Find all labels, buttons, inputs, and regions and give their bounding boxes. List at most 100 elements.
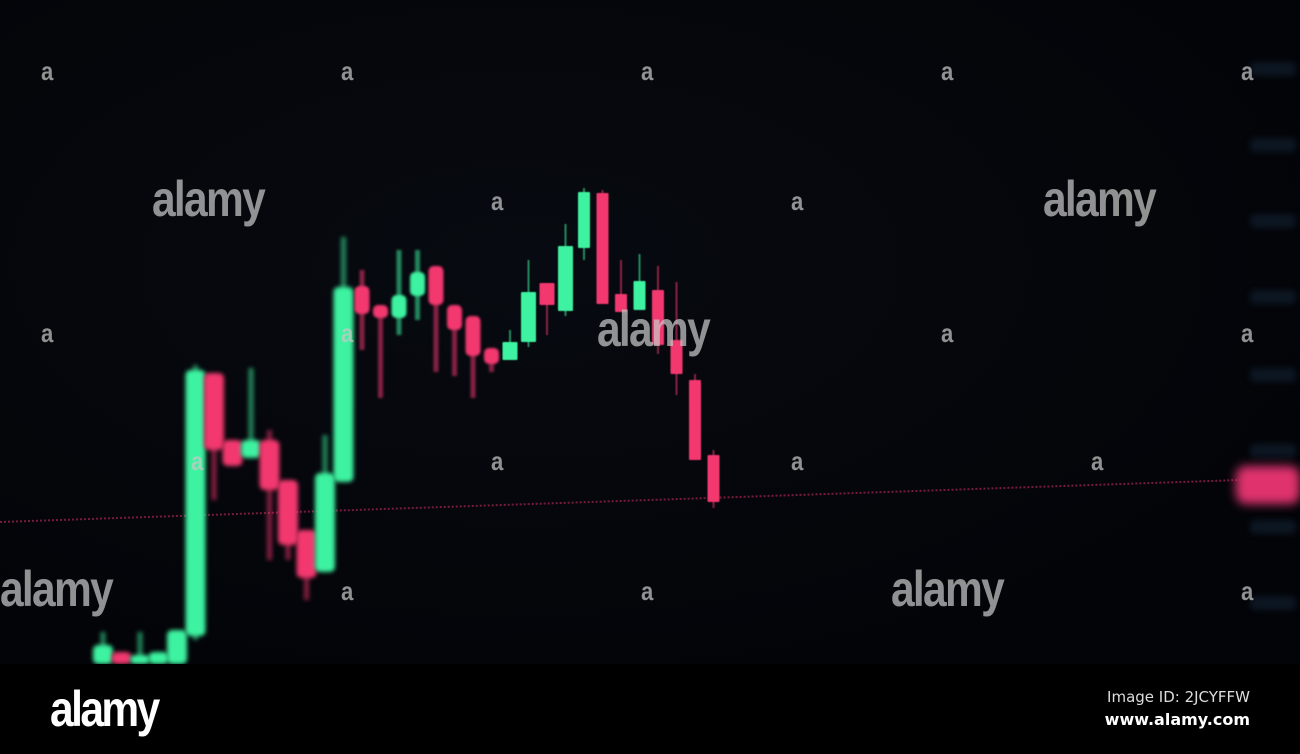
price-line <box>0 479 1241 523</box>
price-axis-label <box>1250 368 1296 382</box>
candle-body-down <box>447 305 462 330</box>
candle-body-down <box>615 294 627 312</box>
price-axis-label <box>1250 214 1296 228</box>
candle <box>315 435 335 572</box>
candle <box>670 282 683 395</box>
candle <box>204 373 224 500</box>
watermark-letter: a <box>1241 318 1253 348</box>
candle-body-down <box>707 455 720 502</box>
candle <box>373 305 388 398</box>
candle-body-up <box>148 652 169 664</box>
candle <box>465 316 481 398</box>
candle <box>333 237 354 482</box>
candle-body-down <box>484 348 499 364</box>
watermark-letter: a <box>791 186 803 216</box>
candle-body-down <box>596 193 609 304</box>
candle <box>278 480 298 560</box>
price-axis-label <box>1250 138 1296 152</box>
candle <box>111 652 132 664</box>
candle <box>391 250 407 335</box>
candle-body-down <box>354 286 370 314</box>
watermark-letter: a <box>491 186 503 216</box>
candle <box>259 430 280 560</box>
candle-body-down <box>204 373 224 450</box>
candle-body-down <box>259 440 280 490</box>
watermark-letter: a <box>41 318 53 348</box>
watermark-letter: a <box>341 576 353 606</box>
candle <box>296 530 317 600</box>
watermark: alamy <box>152 171 266 227</box>
candle-body-up <box>578 192 590 248</box>
candle <box>615 260 627 312</box>
candle-body-down <box>670 340 683 374</box>
candle-body-up <box>502 342 518 360</box>
candle-body-up <box>93 645 113 664</box>
watermark-letter: a <box>1241 576 1253 606</box>
watermark: alamy <box>0 561 114 617</box>
watermark: alamy <box>891 561 1005 617</box>
candle <box>241 368 261 458</box>
candle <box>354 270 370 350</box>
candle <box>222 440 243 466</box>
candle-body-up <box>167 630 187 664</box>
candle <box>578 188 590 260</box>
candle-body-down <box>428 266 444 305</box>
candle-body-down <box>111 652 132 664</box>
candle-body-down <box>689 380 701 460</box>
candle-body-up <box>410 272 425 296</box>
watermark-letter: a <box>1091 446 1103 476</box>
price-axis-label <box>1250 62 1296 76</box>
candle <box>130 632 150 664</box>
candle-body-up <box>185 370 206 636</box>
price-axis-label <box>1250 290 1296 304</box>
candle-body-down <box>652 290 664 345</box>
candle-body-down <box>222 440 243 466</box>
watermark-letter: a <box>341 56 353 86</box>
candle-body-down <box>465 316 481 356</box>
price-axis-label <box>1250 444 1296 458</box>
candlestick-chart <box>0 0 1300 664</box>
watermark: alamy <box>1043 171 1157 227</box>
candle <box>447 305 462 376</box>
image-id: Image ID: 2JCYFFW <box>1107 688 1250 706</box>
candle-body-up <box>241 440 261 458</box>
candle-body-down <box>373 305 388 318</box>
candle <box>558 224 573 316</box>
candle <box>502 330 518 360</box>
candle <box>484 348 499 372</box>
candle-body-up <box>521 292 536 342</box>
candle <box>652 266 664 354</box>
candle-body-down <box>539 283 555 305</box>
watermark-letter: a <box>41 56 53 86</box>
chart-canvas <box>0 188 1241 664</box>
candle <box>707 450 720 508</box>
watermark-letter: a <box>491 446 503 476</box>
candle <box>185 365 206 640</box>
candles <box>93 188 720 664</box>
watermark-letter: a <box>941 318 953 348</box>
candle <box>148 652 169 664</box>
watermark-letter: a <box>1241 56 1253 86</box>
watermark-letter: a <box>941 56 953 86</box>
candle <box>689 374 701 460</box>
watermark-letter: a <box>341 318 353 348</box>
candle-body-up <box>315 473 335 572</box>
candle <box>167 630 187 664</box>
candle-body-up <box>130 655 150 664</box>
watermark-letter: a <box>641 576 653 606</box>
candle-body-up <box>333 287 354 482</box>
candle <box>539 283 555 335</box>
candle-body-up <box>391 295 407 318</box>
candle-body-down <box>296 530 317 578</box>
candle-body-up <box>633 281 646 310</box>
candle-body-up <box>558 246 573 311</box>
watermark-letter: a <box>641 56 653 86</box>
candle <box>596 190 609 304</box>
current-price-tag <box>1236 466 1300 504</box>
candle <box>410 250 425 320</box>
candle <box>633 254 646 310</box>
watermark-letter: a <box>191 446 203 476</box>
site-url[interactable]: www.alamy.com <box>1104 710 1250 729</box>
alamy-logo: alamy <box>50 681 160 737</box>
